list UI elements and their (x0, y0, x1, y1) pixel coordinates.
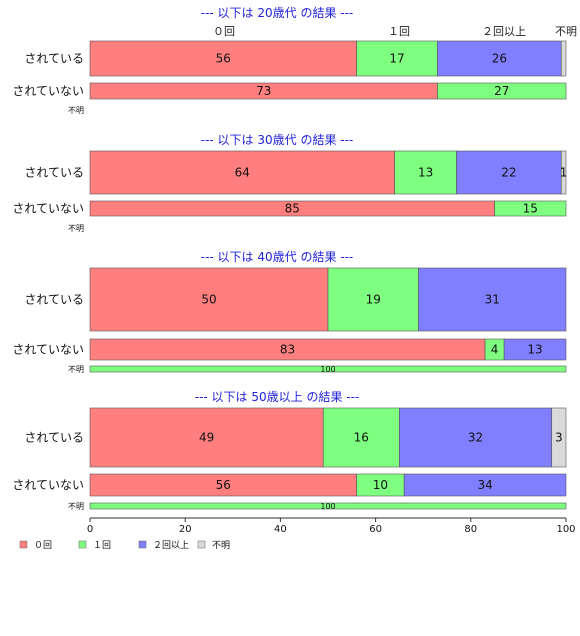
data-label: 19 (366, 293, 381, 307)
panel-title: --- 以下は 20歳代 の結果 --- (201, 6, 354, 20)
legend-label: １回 (93, 540, 111, 551)
data-label: 56 (216, 478, 231, 492)
bar-segment (89, 40, 357, 77)
bar-segment (89, 150, 395, 195)
bar-segment (437, 40, 562, 77)
legend-swatch (138, 540, 147, 549)
row-label: 不明 (68, 365, 84, 374)
bar-segment (327, 267, 419, 332)
bar-segment (89, 267, 329, 332)
bar-segment (456, 150, 562, 195)
data-label: 34 (477, 478, 492, 492)
panel-title: --- 以下は 40歳代 の結果 --- (201, 250, 354, 264)
bar-segment (560, 150, 567, 195)
data-label: 85 (285, 202, 300, 216)
bar-segment (560, 40, 567, 77)
data-label: 15 (523, 202, 538, 216)
x-tick-label: 0 (87, 524, 93, 535)
row-label: 不明 (68, 224, 84, 233)
category-header: １回 (388, 25, 410, 38)
legend-swatch (78, 540, 87, 549)
bar-segment (89, 365, 567, 373)
data-label: 50 (201, 293, 216, 307)
category-header: ０回 (213, 25, 235, 38)
row-label: されていない (12, 343, 84, 357)
data-label: 100 (320, 365, 335, 374)
row-label: 不明 (68, 106, 84, 115)
legend-label: ０回 (34, 540, 52, 551)
data-label: 16 (354, 431, 369, 445)
bar-segment (551, 407, 567, 468)
x-tick-label: 80 (464, 524, 477, 535)
data-label: 31 (485, 293, 500, 307)
data-label: 10 (373, 478, 388, 492)
data-label: 27 (494, 84, 509, 98)
row-label: されている (24, 431, 84, 445)
x-tick-label: 100 (556, 524, 575, 535)
row-label: 不明 (68, 502, 84, 511)
bar-segment (494, 200, 567, 217)
x-tick-label: 40 (274, 524, 287, 535)
data-label: 1 (560, 166, 568, 180)
bar-segment (437, 82, 567, 100)
bar-segment (322, 407, 400, 468)
data-label: 13 (527, 343, 542, 357)
data-label: 3 (555, 431, 563, 445)
x-tick-label: 20 (179, 524, 192, 535)
legend-swatch (197, 540, 206, 549)
row-label: されている (24, 166, 84, 180)
row-label: されていない (12, 478, 84, 492)
bar-segment (418, 267, 567, 332)
bar-segment (503, 338, 567, 361)
legend-label: ２回以上 (153, 540, 189, 551)
panel-title: --- 以下は 50歳以上 の結果 --- (195, 390, 360, 404)
category-header: ２回以上 (482, 25, 526, 38)
bar-segment (356, 40, 438, 77)
row-label: されている (24, 52, 84, 66)
data-label: 22 (501, 166, 516, 180)
bar-segment (399, 407, 553, 468)
legend-label: 不明 (212, 540, 230, 551)
data-label: 4 (491, 343, 499, 357)
data-label: 49 (199, 431, 214, 445)
data-label: 13 (418, 166, 433, 180)
data-label: 100 (320, 502, 335, 511)
row-label: されている (24, 293, 84, 307)
bar-segment (394, 150, 457, 195)
row-label: されていない (12, 202, 84, 216)
data-label: 26 (492, 52, 507, 66)
bar-segment (403, 473, 567, 497)
row-label: されていない (12, 84, 84, 98)
legend-swatch (19, 540, 28, 549)
data-label: 64 (235, 166, 250, 180)
panel-title: --- 以下は 30歳代 の結果 --- (201, 133, 354, 147)
data-label: 32 (468, 431, 483, 445)
data-label: 56 (216, 52, 231, 66)
category-header: 不明 (555, 25, 577, 38)
data-label: 83 (280, 343, 295, 357)
bar-segment (89, 407, 324, 468)
bar-segment (89, 502, 567, 510)
data-label: 17 (389, 52, 404, 66)
data-label: 73 (256, 84, 271, 98)
x-tick-label: 60 (369, 524, 382, 535)
